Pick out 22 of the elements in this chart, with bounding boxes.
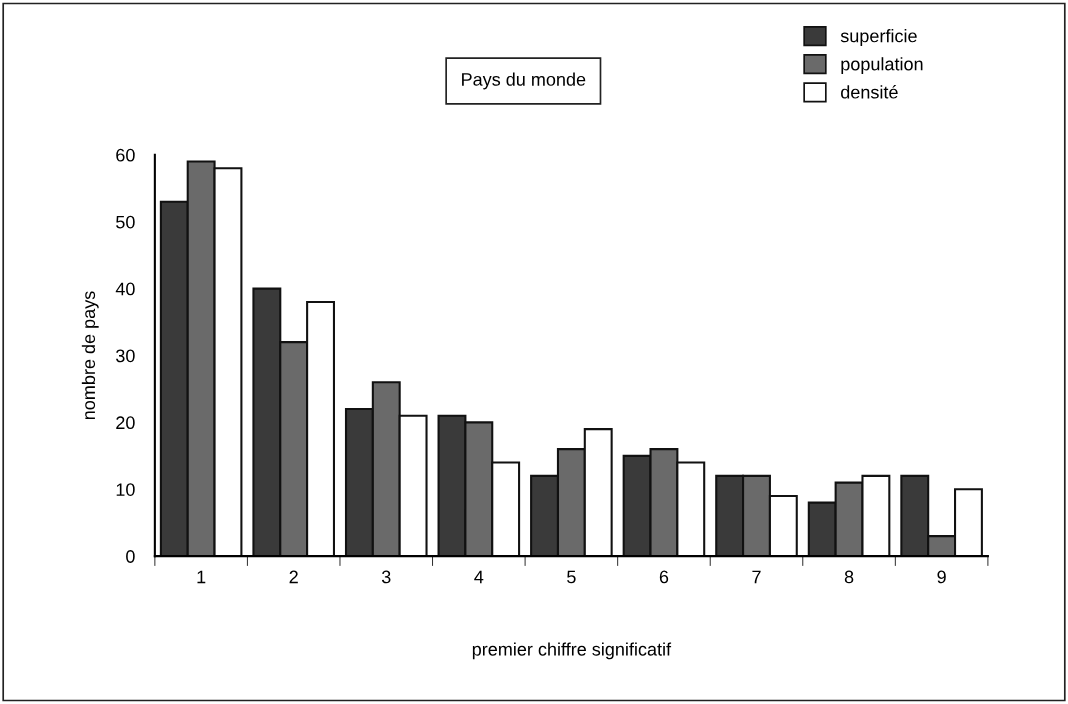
x-tick-label: 6 [659, 570, 669, 584]
legend-label: population [841, 57, 923, 75]
y-tick-label: 10 [116, 483, 135, 496]
x-tick-label: 4 [474, 570, 484, 584]
y-tick-label: 40 [115, 282, 135, 296]
y-tick-label: 30 [116, 349, 135, 363]
legend-label: superficie [840, 29, 917, 46]
x-tick-label: 3 [381, 570, 391, 584]
y-tick-label: 60 [116, 148, 135, 162]
x-tick-label: 1 [197, 570, 206, 584]
y-tick-label: 50 [116, 215, 135, 229]
y-tick-label: 0 [126, 550, 135, 563]
y-axis-title: nombre de pays [81, 291, 99, 420]
legend-label: densité [841, 85, 898, 99]
x-tick-label: 7 [752, 570, 761, 584]
x-tick-label: 8 [844, 570, 854, 584]
chart-title: Pays du monde [462, 72, 586, 90]
x-tick-label: 5 [567, 570, 576, 584]
x-tick-label: 2 [289, 570, 298, 584]
x-tick-label: 9 [937, 570, 946, 584]
x-axis-title: premier chiffre significatif [472, 642, 672, 660]
y-tick-label: 20 [116, 416, 135, 430]
